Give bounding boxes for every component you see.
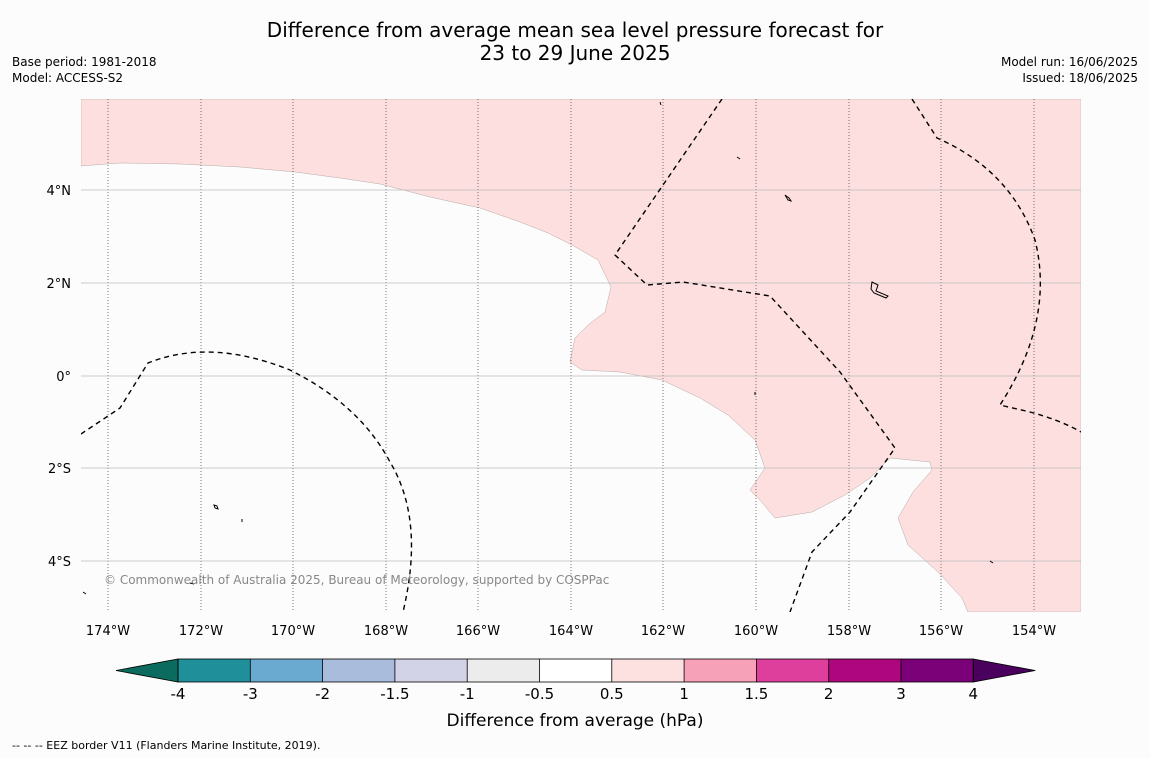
colorbar-segment	[756, 659, 829, 682]
colorbar-tick-label: -1.5	[380, 685, 409, 703]
colorbar-tick-label: 2	[824, 685, 834, 703]
colorbar-tick-label: -2	[315, 685, 330, 703]
lon-label: 170°W	[271, 624, 315, 639]
lon-label: 168°W	[364, 624, 408, 639]
colorbar-title: Difference from average (hPa)	[447, 711, 704, 731]
colorbar	[115, 658, 1036, 683]
meta-right: Model run: 16/06/2025 Issued: 18/06/2025	[1001, 54, 1138, 86]
lat-label: 4°S	[48, 555, 71, 570]
lon-label: 172°W	[179, 624, 223, 639]
lon-label: 154°W	[1012, 624, 1056, 639]
model-run: Model run: 16/06/2025	[1000, 55, 1138, 69]
base-period: Base period: 1981-2018	[12, 55, 157, 69]
colorbar-segment	[467, 659, 540, 682]
latitude-lines	[81, 189, 1081, 562]
colorbar-tick-label: 0.5	[600, 685, 624, 703]
eez-footnote: -- -- -- EEZ border V11 (Flanders Marine…	[12, 739, 321, 752]
colorbar-segment	[250, 659, 323, 682]
meta-left: Base period: 1981-2018 Model: ACCESS-S2	[12, 54, 157, 86]
colorbar-tick-label: 4	[969, 685, 979, 703]
lon-label: 174°W	[86, 624, 130, 639]
colorbar-tick-label: 1.5	[744, 685, 768, 703]
colorbar-segment	[684, 659, 757, 682]
model-name: Model: ACCESS-S2	[12, 71, 124, 85]
colorbar-segment	[178, 659, 251, 682]
issued-date: Issued: 18/06/2025	[1022, 71, 1138, 85]
colorbar-tick-label: -0.5	[525, 685, 554, 703]
lon-label: 160°W	[734, 624, 778, 639]
lon-label: 164°W	[549, 624, 593, 639]
map-area: © Commonwealth of Australia 2025, Bureau…	[81, 99, 1081, 612]
colorbar-tick-label: 3	[896, 685, 906, 703]
eez-borders	[81, 99, 1081, 612]
lon-label: 166°W	[456, 624, 500, 639]
colorbar-segment	[539, 659, 612, 682]
colorbar-segment	[394, 659, 468, 682]
map-title-line1: Difference from average mean sea level p…	[266, 18, 884, 42]
colorbar-tick-label: 1	[679, 685, 689, 703]
colorbar-extend-high	[972, 658, 1036, 683]
lat-label: 2°S	[48, 462, 71, 477]
longitude-labels: 174°W 172°W 170°W 168°W 166°W 164°W 162°W 160°W…	[86, 624, 1056, 639]
colorbar-tick-label: -3	[243, 685, 258, 703]
colorbar-tick-label: -4	[171, 685, 186, 703]
colorbar-ticks: -4 -3 -2 -1.5 -1 -0.5 0.5 1 1.5 2 3 4	[171, 659, 979, 703]
lat-label: 0°	[56, 370, 71, 385]
lon-label: 156°W	[919, 624, 963, 639]
colorbar-segment	[828, 659, 901, 682]
lon-label: 162°W	[641, 624, 685, 639]
islands	[82, 101, 994, 595]
lat-label: 4°N	[47, 184, 72, 199]
colorbar-tick-label: -1	[460, 685, 475, 703]
positive-anomaly-region	[81, 99, 1081, 612]
colorbar-segment	[901, 659, 974, 682]
map-title-line2: 23 to 29 June 2025	[479, 41, 671, 65]
copyright-notice: © Commonwealth of Australia 2025, Bureau…	[104, 573, 609, 587]
lon-label: 158°W	[827, 624, 871, 639]
colorbar-extend-low	[115, 658, 179, 683]
colorbar-segment	[611, 659, 685, 682]
latitude-labels: 4°N 2°N 0° 2°S 4°S	[47, 184, 72, 570]
lat-label: 2°N	[47, 277, 72, 292]
colorbar-segment	[322, 659, 395, 682]
